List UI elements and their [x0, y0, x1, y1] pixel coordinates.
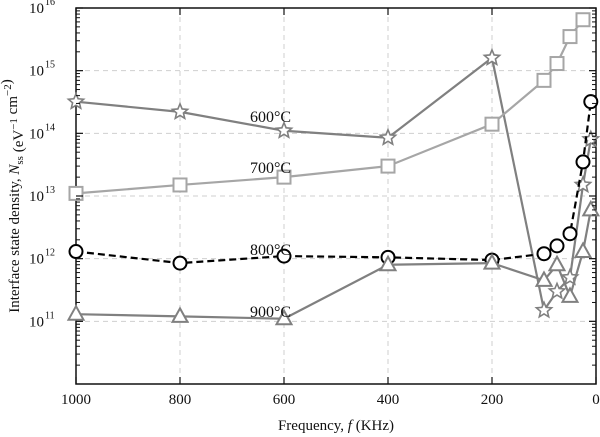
y-tick-label: 10: [29, 64, 44, 80]
series-1: [68, 12, 591, 201]
data-point-triangle: [482, 253, 502, 270]
y-tick-exponent: 12: [45, 248, 55, 259]
series-line: [75, 209, 592, 320]
series-line: [75, 55, 592, 314]
data-point-square: [276, 169, 292, 185]
y-tick-exponent: 16: [45, 0, 55, 8]
series-3: [66, 199, 600, 326]
series-line: [75, 101, 592, 265]
data-point-triangle: [378, 254, 398, 272]
x-tick-label: 600: [273, 392, 296, 408]
y-axis-label: Interface state density, Nss (eV−1 cm−2): [0, 79, 27, 312]
data-point-star: [547, 281, 567, 300]
data-point-square: [484, 116, 500, 132]
data-point-circle: [575, 154, 591, 170]
data-point-triangle: [66, 304, 86, 321]
y-tick-exponent: 11: [45, 310, 55, 321]
data-point-triangle: [170, 306, 190, 323]
data-point-square: [68, 185, 84, 201]
x-tick-label: 400: [377, 392, 400, 408]
y-tick-label: 10: [29, 189, 44, 205]
data-point-star: [170, 101, 190, 121]
y-tick-exponent: 14: [45, 122, 55, 133]
x-tick-label: 200: [481, 392, 504, 408]
data-point-square: [172, 177, 188, 193]
data-point-circle: [68, 244, 84, 260]
series-label-800c: 800°C: [250, 242, 291, 259]
data-point-star: [534, 300, 554, 319]
x-tick-label: 800: [169, 392, 192, 408]
data-point-circle: [172, 255, 188, 271]
data-point-triangle: [274, 308, 294, 326]
data-point-square: [536, 72, 552, 88]
grid: [76, 8, 596, 384]
y-tick-label: 10: [29, 126, 44, 142]
data-point-circle: [536, 246, 552, 262]
data-point-circle: [583, 94, 599, 110]
series-label-900c: 900°C: [250, 304, 291, 321]
x-axis-label: Frequency, f (KHz): [278, 418, 394, 434]
data-point-star: [573, 174, 593, 194]
y-tick-label: 10: [29, 314, 44, 330]
x-tick-label: 0: [592, 392, 600, 408]
data-point-triangle: [581, 199, 600, 217]
y-tick-label: 10: [29, 252, 44, 268]
data-point-circle: [562, 226, 578, 242]
data-point-triangle: [534, 270, 554, 287]
data-point-square: [549, 56, 565, 72]
series-2: [68, 94, 599, 271]
y-tick-exponent: 13: [45, 185, 55, 196]
series-line: [75, 19, 584, 195]
data-point-square: [380, 158, 396, 174]
data-point-circle: [276, 248, 292, 264]
data-point-square: [562, 29, 578, 45]
data-point-triangle: [547, 254, 567, 272]
data-point-star: [581, 129, 600, 148]
data-point-star: [378, 127, 398, 146]
y-tick-label: 10: [29, 1, 44, 17]
series-layer: [66, 12, 600, 326]
data-point-triangle: [573, 241, 593, 259]
data-point-star: [482, 47, 502, 67]
data-point-triangle: [560, 286, 580, 303]
series-label-700c: 700°C: [250, 160, 291, 177]
data-point-star: [274, 120, 294, 139]
data-point-square: [575, 12, 591, 28]
series-0: [66, 47, 600, 319]
series-label-600c: 600°C: [250, 109, 291, 126]
data-point-star: [66, 91, 86, 110]
y-tick-exponent: 15: [45, 60, 55, 71]
data-point-circle: [549, 238, 565, 254]
x-tick-label: 1000: [61, 392, 91, 408]
